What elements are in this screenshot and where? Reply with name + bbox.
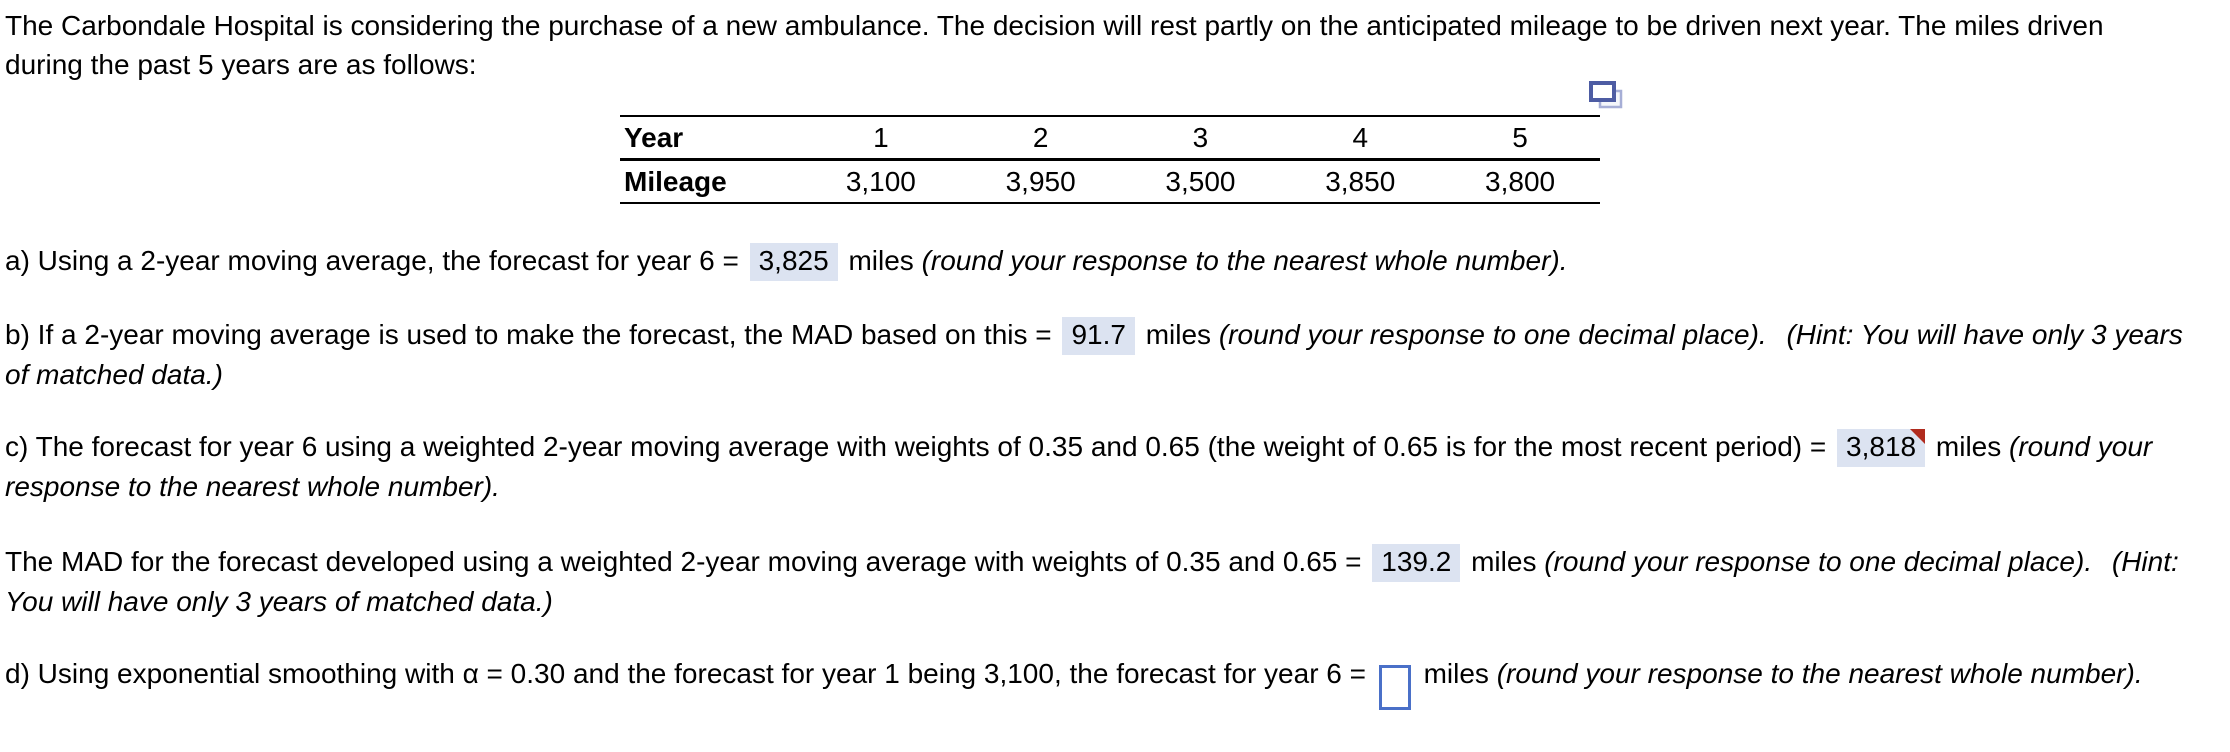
part-c-mad-hint-continued: You will have only 3 years of matched da… — [5, 586, 553, 617]
part-a-unit: miles — [848, 245, 914, 276]
year-cell: 3 — [1120, 115, 1281, 161]
part-b-answer-value: 91.7 — [1071, 319, 1126, 350]
table-row: Mileage 3,100 3,950 3,500 3,850 3,800 — [620, 159, 1600, 204]
part-c-mad-hint: (Hint: — [2111, 546, 2179, 577]
mileage-cell: 3,100 — [800, 159, 961, 204]
part-d-unit: miles — [1423, 658, 1489, 689]
year-cell: 4 — [1280, 115, 1441, 161]
part-c-rounding-note: (round your — [2009, 431, 2153, 462]
part-c-unit: miles — [1935, 431, 2002, 462]
part-c-mad-text: The MAD for the forecast developed using… — [5, 546, 1362, 577]
part-c-text: c) The forecast for year 6 using a weigh… — [5, 431, 1827, 462]
part-c-answer-value: 3,818 — [1846, 431, 1917, 462]
part-d-answer-input[interactable] — [1378, 665, 1411, 710]
part-c-mad: The MAD for the forecast developed using… — [5, 542, 2179, 621]
year-cell: 2 — [960, 115, 1121, 161]
problem-statement-line1: The Carbondale Hospital is considering t… — [5, 10, 2104, 41]
part-b-unit: miles — [1145, 319, 1212, 350]
table-row: Year 1 2 3 4 5 — [620, 115, 1600, 161]
row-header-year: Year — [620, 115, 801, 161]
problem-statement-line2: during the past 5 years are as follows: — [5, 49, 477, 80]
year-cell: 5 — [1440, 115, 1600, 161]
problem-statement: The Carbondale Hospital is considering t… — [5, 6, 2104, 84]
part-c-rounding-note-continued: response to the nearest whole number). — [5, 471, 500, 502]
mileage-cell: 3,850 — [1280, 159, 1441, 204]
part-b-hint: (Hint: You will have only 3 years — [1786, 319, 2183, 350]
mileage-cell: 3,500 — [1120, 159, 1281, 204]
part-b-hint-continued: of matched data.) — [5, 359, 223, 390]
part-c-mad-answer-value: 139.2 — [1381, 546, 1452, 577]
incorrect-flag-icon — [1910, 429, 1926, 444]
part-c-mad-rounding-note: (round your response to one decimal plac… — [1544, 546, 2093, 577]
part-b-rounding-note: (round your response to one decimal plac… — [1218, 319, 1767, 350]
row-header-mileage: Mileage — [620, 159, 801, 204]
part-c: c) The forecast for year 6 using a weigh… — [5, 427, 2152, 506]
part-d-text: d) Using exponential smoothing with α = … — [5, 658, 1366, 689]
part-d: d) Using exponential smoothing with α = … — [5, 651, 2143, 710]
part-a-rounding-note: (round your response to the nearest whol… — [921, 245, 1568, 276]
mileage-cell: 3,800 — [1440, 159, 1600, 204]
mileage-table: Year 1 2 3 4 5 Mileage 3,100 3,950 3,500… — [620, 115, 1600, 204]
part-a-answer-field[interactable]: 3,825 — [749, 243, 838, 281]
part-a-answer-value: 3,825 — [758, 245, 829, 276]
part-b: b) If a 2-year moving average is used to… — [5, 315, 2183, 394]
duplicate-window-icon[interactable] — [1588, 80, 1624, 112]
part-c-mad-answer-field[interactable]: 139.2 — [1372, 544, 1461, 582]
part-b-answer-field[interactable]: 91.7 — [1062, 317, 1135, 355]
year-cell: 1 — [800, 115, 961, 161]
part-c-mad-unit: miles — [1471, 546, 1537, 577]
part-a-text: a) Using a 2-year moving average, the fo… — [5, 245, 739, 276]
part-d-rounding-note: (round your response to the nearest whol… — [1496, 658, 2143, 689]
part-b-text: b) If a 2-year moving average is used to… — [5, 319, 1052, 350]
mileage-cell: 3,950 — [960, 159, 1121, 204]
part-c-answer-field[interactable]: 3,818 — [1837, 429, 1926, 467]
part-a: a) Using a 2-year moving average, the fo… — [5, 241, 1568, 281]
